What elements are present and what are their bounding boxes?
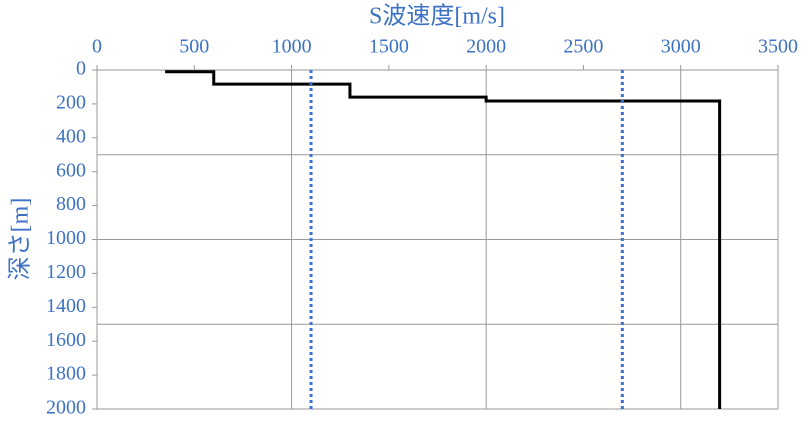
x-tick-label: 1000 <box>272 36 312 58</box>
y-tick-label: 1200 <box>46 261 86 283</box>
y-tick-label: 600 <box>56 159 86 181</box>
y-tick-label: 200 <box>56 91 86 113</box>
y-axis-title: 深さ[m] <box>7 198 34 281</box>
x-tick-label: 0 <box>92 36 102 58</box>
x-tick-label: 1500 <box>369 36 409 58</box>
y-tick-label: 800 <box>56 193 86 215</box>
x-tick-label: 500 <box>179 36 209 58</box>
y-tick-label: 0 <box>76 58 86 80</box>
x-tick-label: 2000 <box>466 36 506 58</box>
y-tick-label: 1800 <box>46 363 86 385</box>
y-tick-label: 1000 <box>46 227 86 249</box>
y-tick-label: 400 <box>56 125 86 147</box>
x-tick-label: 2500 <box>563 36 603 58</box>
y-tick-label: 1600 <box>46 329 86 351</box>
x-tick-label: 3500 <box>758 36 798 58</box>
y-tick-label: 2000 <box>46 397 86 419</box>
x-axis-title: S波速度[m/s] <box>369 3 505 30</box>
series-line <box>165 70 722 409</box>
y-tick-label: 1400 <box>46 295 86 317</box>
x-tick-label: 3000 <box>661 36 701 58</box>
